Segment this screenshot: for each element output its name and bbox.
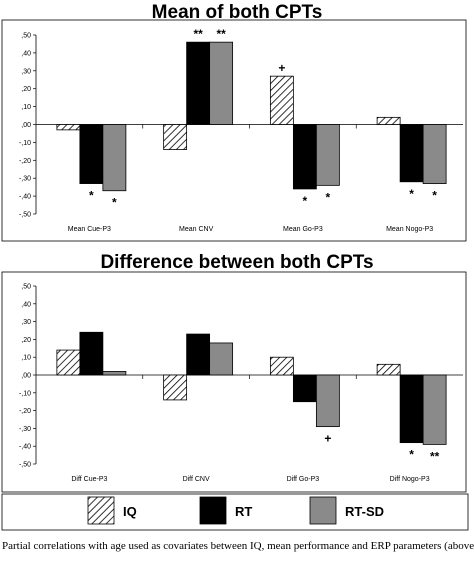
- category-label: Diff CNV: [183, 476, 210, 483]
- significance-marker: +: [324, 432, 331, 446]
- chart-difference-between-both-cpts: ,50 ,40 ,30 ,20 ,10 ,00 -,10 -,20 -,30 -,40 -,50 Di…: [1, 271, 467, 493]
- legend-swatch-rt-sd: [309, 496, 337, 525]
- significance-marker: *: [112, 196, 117, 210]
- legend-label-rt: RT: [235, 504, 252, 519]
- bar-iq-1: [56, 124, 81, 131]
- y-tick-label: ,30: [21, 68, 31, 75]
- legend-swatch-iq: [87, 496, 115, 525]
- significance-marker: **: [193, 27, 203, 41]
- significance-marker: +: [278, 61, 285, 75]
- significance-marker: *: [303, 194, 308, 208]
- significance-marker: **: [430, 449, 440, 463]
- bar-rt-sd-1: [102, 124, 127, 192]
- y-tick-label: -,10: [19, 390, 31, 397]
- bar-rt-sd-2: [209, 41, 234, 125]
- bar-iq-2: [163, 374, 188, 401]
- figure-caption: Partial correlations with age used as co…: [2, 540, 474, 552]
- legend: IQ RT RT-SD: [1, 493, 469, 531]
- y-tick-label: -,50: [19, 212, 31, 219]
- chart-frame: [1, 271, 467, 493]
- category-label: Diff Go-P3: [287, 476, 320, 483]
- y-tick-label: -,40: [19, 194, 31, 201]
- bar-rt-sd-1: [102, 371, 127, 376]
- bar-iq-3: [269, 356, 294, 376]
- y-tick-label: ,10: [21, 104, 31, 111]
- significance-marker: *: [409, 448, 414, 462]
- y-tick-label: -,10: [19, 140, 31, 147]
- bar-iq-2: [163, 124, 188, 150]
- y-tick-label: ,40: [21, 50, 31, 57]
- legend-label-rt-sd: RT-SD: [345, 504, 384, 519]
- y-tick-label: ,20: [21, 86, 31, 93]
- legend-label-iq: IQ: [123, 504, 137, 519]
- category-label: Mean CNV: [179, 226, 214, 233]
- chart-title-mean: Mean of both CPTs: [151, 2, 323, 23]
- category-label: Mean Go-P3: [283, 226, 323, 233]
- category-label: Mean Cue-P3: [68, 226, 111, 233]
- y-tick-label: -,40: [19, 444, 31, 451]
- bar-rt-3: [292, 124, 317, 190]
- significance-marker: *: [409, 187, 414, 201]
- chart-mean-of-both-cpts: ,50 ,40 ,30 ,20 ,10 ,00 -,10 -,20 -,30 -,40 -,50 Me…: [1, 19, 467, 242]
- bar-rt-2: [186, 333, 211, 376]
- chart-frame: [1, 19, 467, 242]
- y-tick-label: -,50: [19, 462, 31, 469]
- category-label: Diff Cue-P3: [71, 476, 107, 483]
- bar-rt-4: [399, 374, 424, 444]
- bar-rt-sd-3: [315, 124, 340, 186]
- y-tick-label: ,50: [21, 33, 31, 40]
- y-tick-label: ,20: [21, 337, 31, 344]
- bar-rt-sd-2: [209, 342, 234, 376]
- bar-iq-3: [269, 75, 294, 125]
- y-tick-label: ,40: [21, 301, 31, 308]
- bar-rt-3: [292, 374, 317, 403]
- bar-rt-1: [79, 124, 104, 184]
- bar-rt-sd-4: [422, 124, 447, 184]
- category-label: Mean Nogo-P3: [386, 226, 433, 233]
- y-tick-label: ,50: [21, 284, 31, 291]
- significance-marker: *: [89, 189, 94, 203]
- bar-iq-4: [376, 363, 401, 376]
- bar-iq-1: [56, 349, 81, 376]
- category-label: Diff Nogo-P3: [390, 476, 430, 483]
- bar-rt-1: [79, 331, 104, 376]
- significance-marker: **: [216, 27, 226, 41]
- bar-rt-sd-3: [315, 374, 340, 428]
- chart-title-difference: Difference between both CPTs: [100, 252, 374, 273]
- y-tick-label: ,00: [21, 122, 31, 129]
- bar-iq-4: [376, 116, 401, 125]
- y-tick-label: ,00: [21, 373, 31, 380]
- y-tick-label: -,20: [19, 158, 31, 165]
- significance-marker: *: [326, 190, 331, 204]
- bar-rt-4: [399, 124, 424, 183]
- bar-rt-sd-4: [422, 374, 447, 445]
- y-tick-label: -,30: [19, 426, 31, 433]
- legend-swatch-rt: [199, 496, 227, 525]
- y-tick-label: -,30: [19, 176, 31, 183]
- significance-marker: *: [432, 189, 437, 203]
- y-tick-label: -,20: [19, 408, 31, 415]
- y-tick-label: ,10: [21, 355, 31, 362]
- bar-rt-2: [186, 41, 211, 125]
- y-tick-label: ,30: [21, 319, 31, 326]
- legend-frame: [1, 493, 469, 531]
